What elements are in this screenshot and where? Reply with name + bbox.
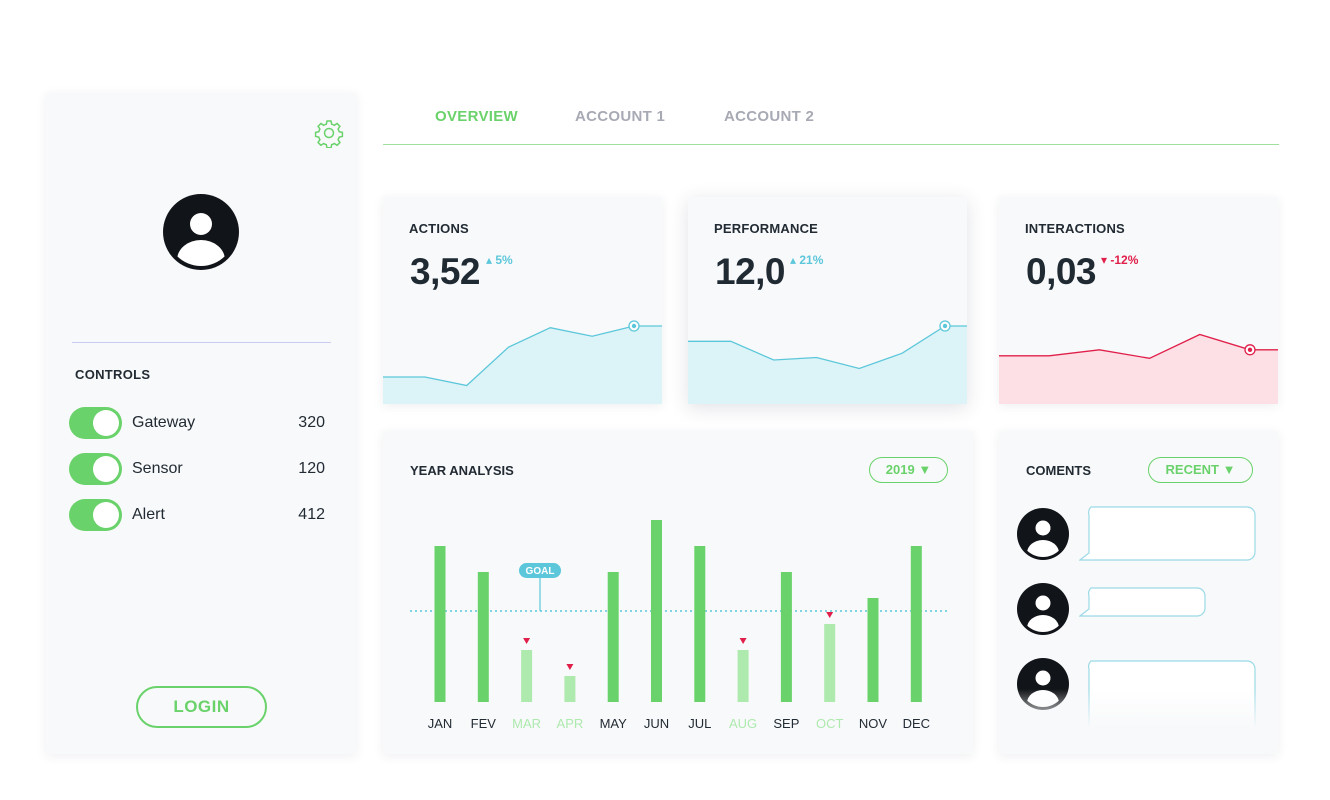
bar-sep — [780, 572, 792, 702]
kpi-value: 0,03 — [1026, 251, 1097, 292]
kpi-change: ▾ -12% — [1101, 253, 1139, 267]
kpi-change: ▴ 5% — [486, 253, 513, 267]
control-value: 320 — [298, 414, 325, 431]
below-goal-marker — [523, 638, 531, 644]
bar-aug — [737, 650, 749, 702]
kpi-change: ▴ 21% — [790, 253, 824, 267]
bar-fev — [477, 572, 489, 702]
kpi-change-value: -12% — [1110, 253, 1139, 267]
goal-label: GOAL — [526, 566, 555, 577]
gateway-toggle[interactable] — [69, 407, 122, 439]
bar-jan — [434, 546, 446, 702]
tab-overview[interactable]: OVERVIEW — [435, 108, 518, 125]
chevron-down-icon: ▼ — [1222, 462, 1236, 477]
month-label: JUL — [688, 716, 711, 731]
month-label: MAR — [512, 716, 541, 731]
sparkline-line — [383, 325, 662, 387]
tab-account-1[interactable]: ACCOUNT 1 — [575, 108, 666, 125]
chevron-down-icon: ▼ — [918, 462, 932, 477]
sparkline-marker-dot — [942, 323, 948, 329]
month-label: SEP — [773, 716, 799, 731]
month-label: AUG — [729, 716, 757, 731]
kpi-sparkline — [383, 320, 662, 404]
year-analysis-card: GOAL JAN FEV MAR APR MAY JUN JUL AUG SEP OCT NOV DEC… — [383, 431, 973, 754]
kpi-change-value: 21% — [799, 253, 824, 267]
sparkline-marker-dot — [631, 323, 637, 329]
bar-dec — [910, 546, 922, 702]
control-alert: Alert 412 — [69, 499, 325, 531]
sensor-toggle[interactable] — [69, 453, 122, 485]
sparkline-area — [999, 334, 1278, 404]
year-dropdown[interactable]: 2019 ▼ — [869, 457, 948, 483]
control-sensor: Sensor 120 — [69, 453, 325, 485]
recent-dropdown-value: RECENT — [1165, 462, 1219, 477]
bar-apr — [564, 676, 576, 702]
month-label: FEV — [471, 716, 497, 731]
sparkline-marker-dot — [1247, 347, 1253, 352]
toggle-knob — [93, 410, 119, 436]
toggle-knob — [93, 456, 119, 482]
bar-jun — [651, 520, 662, 702]
kpi-title: PERFORMANCE — [714, 221, 819, 236]
year-analysis-title: YEAR ANALYSIS — [410, 463, 514, 478]
sparkline-area — [383, 326, 662, 404]
bar-oct — [824, 624, 836, 702]
controls-title: CONTROLS — [75, 367, 151, 382]
bar-may — [607, 572, 619, 702]
bar-nov — [867, 598, 879, 702]
user-avatar-icon — [1017, 508, 1069, 560]
month-label: DEC — [903, 716, 930, 731]
month-label: MAY — [600, 716, 628, 731]
recent-dropdown[interactable]: RECENT ▼ — [1148, 457, 1253, 483]
month-label: JUN — [644, 716, 669, 731]
kpi-value: 3,52 — [410, 251, 481, 292]
kpi-sparkline — [999, 333, 1278, 404]
control-label: Alert — [132, 506, 165, 523]
sidebar-divider — [72, 342, 331, 343]
tab-underline — [383, 144, 1279, 145]
below-goal-marker — [826, 612, 834, 618]
alert-toggle[interactable] — [69, 499, 122, 531]
year-dropdown-value: 2019 — [885, 462, 915, 477]
month-label: NOV — [859, 716, 888, 731]
kpi-card-interactions: INTERACTIONS 0,03 ▾ -12% — [999, 197, 1278, 404]
comments-title: COMENTS — [1026, 463, 1091, 478]
comment-bubble — [1079, 587, 1206, 617]
kpi-card-performance: PERFORMANCE 12,0 ▴ 21% — [688, 197, 967, 404]
kpi-card-actions: ACTIONS 3,52 ▴ 5% — [383, 197, 662, 404]
control-value: 412 — [298, 506, 325, 523]
control-label: Sensor — [132, 460, 183, 477]
comments-card: COMENTS RECENT ▼ — [999, 431, 1278, 754]
user-avatar-icon — [1017, 583, 1069, 635]
login-button[interactable]: LOGIN — [136, 686, 267, 728]
comments-fade-overlay — [999, 689, 1278, 754]
bar-mar — [521, 650, 533, 702]
toggle-knob — [93, 502, 119, 528]
user-avatar-icon — [163, 194, 239, 270]
tab-account-2[interactable]: ACCOUNT 2 — [724, 108, 815, 125]
month-label: JAN — [428, 716, 453, 731]
comment-bubble — [1079, 506, 1256, 561]
year-bar-chart: GOAL JAN FEV MAR APR MAY JUN JUL AUG SEP OCT NOV DEC — [410, 520, 948, 731]
month-label: OCT — [816, 716, 844, 731]
control-label: Gateway — [132, 414, 196, 431]
sidebar-panel: CONTROLS Gateway 320 Sensor 120 Alert 41… — [46, 93, 356, 754]
sparkline-line — [688, 325, 967, 370]
month-label: APR — [557, 716, 584, 731]
kpi-sparkline — [688, 320, 967, 404]
goal-badge — [519, 563, 561, 578]
below-goal-marker — [739, 638, 747, 644]
kpi-change-value: 5% — [495, 253, 513, 267]
gear-icon[interactable] — [314, 118, 344, 148]
tab-bar: OVERVIEW ACCOUNT 1 ACCOUNT 2 — [383, 100, 1279, 146]
control-value: 120 — [298, 460, 325, 477]
sparkline-area — [688, 326, 967, 404]
below-goal-marker — [566, 664, 574, 670]
kpi-title: INTERACTIONS — [1025, 221, 1125, 236]
kpi-title: ACTIONS — [409, 221, 469, 236]
control-gateway: Gateway 320 — [69, 407, 325, 439]
bar-jul — [694, 546, 706, 702]
kpi-value: 12,0 — [715, 251, 786, 292]
